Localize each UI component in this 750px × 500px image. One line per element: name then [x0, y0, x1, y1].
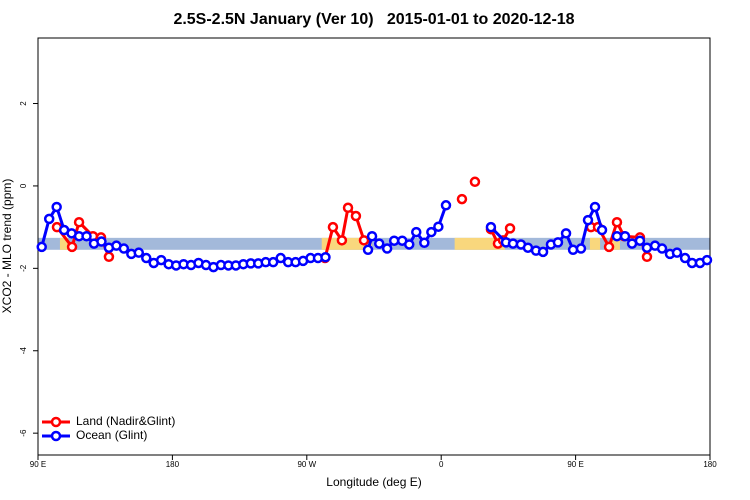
data-point	[36, 241, 47, 253]
data-point	[320, 251, 331, 263]
data-point	[469, 176, 481, 188]
x-tick-label: 90 E	[30, 460, 46, 469]
legend-label: Ocean (Glint)	[76, 428, 147, 442]
y-tick-label: -6	[19, 429, 28, 437]
data-point	[596, 224, 608, 236]
data-point	[267, 256, 279, 268]
data-point	[522, 242, 534, 253]
x-tick-label: 0	[439, 460, 444, 469]
x-tick-label: 90 W	[297, 460, 316, 469]
data-point	[81, 230, 92, 242]
data-point	[366, 230, 378, 242]
data-point	[582, 214, 594, 226]
data-point	[419, 237, 430, 249]
data-point	[388, 235, 400, 246]
land-span	[321, 237, 372, 250]
data-point	[641, 251, 653, 263]
y-tick-label: 0	[19, 183, 28, 188]
data-point	[373, 238, 385, 249]
x-tick-label: 180	[703, 460, 717, 469]
x-tick-label: 180	[166, 460, 180, 469]
land-span	[59, 237, 68, 250]
data-point	[51, 201, 62, 213]
data-point	[537, 246, 549, 258]
data-point	[589, 201, 601, 213]
data-point	[73, 216, 85, 228]
data-point	[611, 230, 623, 242]
data-point	[43, 213, 55, 225]
data-point	[66, 241, 78, 253]
data-point	[358, 235, 370, 246]
data-point	[133, 247, 145, 258]
data-point	[118, 243, 130, 254]
y-tick-label: -2	[19, 264, 28, 272]
data-point	[350, 210, 362, 222]
land-span	[611, 237, 620, 250]
data-point	[381, 243, 393, 254]
x-axis-label: Longitude (deg E)	[326, 475, 421, 489]
data-point	[656, 243, 668, 254]
data-point	[560, 228, 572, 239]
data-point	[440, 200, 452, 211]
y-tick-label: 2	[19, 101, 28, 106]
data-point	[567, 244, 579, 256]
data-point	[671, 247, 683, 258]
data-point	[327, 221, 339, 233]
y-axis-label: XCO2 - MLO trend (ppm)	[0, 179, 14, 314]
land-span	[454, 237, 505, 250]
data-point	[679, 252, 691, 264]
data-point	[619, 230, 631, 242]
data-point	[362, 244, 374, 256]
data-point	[701, 254, 713, 266]
data-point	[552, 237, 564, 248]
data-point	[504, 223, 516, 234]
data-point	[155, 254, 167, 266]
land-span	[589, 237, 601, 250]
legend-marker	[50, 416, 62, 428]
data-point	[342, 202, 354, 214]
x-tick-label: 90 E	[567, 460, 583, 469]
data-point	[456, 193, 468, 205]
legend-label: Land (Nadir&Glint)	[76, 414, 175, 428]
data-point	[485, 221, 497, 233]
data-point	[96, 236, 107, 247]
data-point	[275, 252, 286, 264]
data-point	[575, 243, 587, 254]
data-point	[611, 216, 623, 228]
data-point	[641, 242, 653, 253]
data-point	[411, 226, 422, 238]
data-point	[403, 239, 415, 250]
chart-title: 2.5S-2.5N January (Ver 10) 2015-01-01 to…	[173, 11, 574, 28]
y-tick-label: -4	[19, 347, 28, 355]
data-point	[634, 235, 646, 246]
data-point	[603, 241, 615, 253]
data-point	[426, 226, 437, 238]
legend-marker	[50, 430, 62, 442]
data-point	[141, 252, 152, 264]
data-point	[336, 235, 348, 246]
data-point	[433, 221, 444, 232]
data-point	[103, 251, 115, 263]
